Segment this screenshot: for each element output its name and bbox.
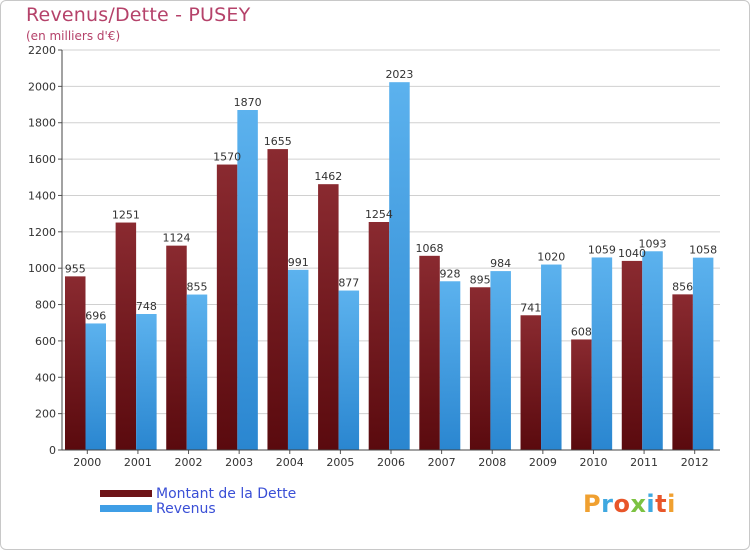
bar-revenue-2008 — [490, 271, 511, 450]
data-label-debt-2001: 1251 — [112, 209, 140, 222]
bar-revenue-2002 — [186, 294, 208, 450]
logo-letter: P — [583, 490, 602, 518]
y-tick-label-2000: 2000 — [28, 80, 56, 93]
chart-subtitle: (en milliers d'€) — [26, 29, 121, 43]
y-tick-label-200: 200 — [35, 408, 56, 421]
axes: 0 200 400 600 800 1000 1200 1400 1600 1800 2000 220… — [28, 44, 720, 469]
bar-debt-2010 — [571, 339, 592, 450]
data-label-debt-2002: 1124 — [162, 232, 190, 245]
data-label-debt-2009: 741 — [520, 301, 541, 314]
legend: Montant de la Dette Revenus — [100, 486, 296, 516]
data-label-debt-2004: 1655 — [264, 135, 292, 148]
data-label-revenue-2003: 1870 — [234, 96, 262, 109]
value-labels: 955 696 1251 748 1124 855 1570 1870 1655 991 1462 8… — [65, 68, 717, 338]
logo-letter: o — [613, 490, 631, 518]
data-label-debt-2006: 1254 — [365, 208, 393, 221]
data-label-revenue-2009: 1020 — [537, 251, 565, 264]
legend-label-revenue: Revenus — [156, 500, 216, 517]
bar-revenue-2003 — [237, 110, 258, 450]
data-label-debt-2010: 608 — [571, 325, 592, 338]
x-tick-label-2006: 2006 — [377, 456, 405, 469]
logo-letter: x — [630, 490, 647, 518]
bar-revenue-2005 — [338, 290, 360, 450]
legend-item-revenue: Revenus — [100, 501, 296, 516]
bar-revenue-2001 — [136, 314, 157, 450]
y-tick-label-1600: 1600 — [28, 153, 56, 166]
y-tick-label-600: 600 — [35, 335, 56, 348]
data-label-debt-2012: 856 — [672, 280, 693, 293]
data-label-debt-2000: 955 — [65, 262, 86, 275]
bar-revenue-2007 — [439, 281, 461, 450]
x-tick-label-2005: 2005 — [326, 456, 354, 469]
data-label-revenue-2006: 2023 — [385, 68, 413, 81]
x-tick-label-2004: 2004 — [276, 456, 304, 469]
y-tick-label-0: 0 — [49, 444, 56, 457]
data-label-revenue-2004: 991 — [288, 256, 309, 269]
bar-debt-2011 — [621, 260, 643, 450]
bar-debt-2003 — [216, 164, 238, 450]
data-label-debt-2003: 1570 — [213, 151, 241, 164]
bar-revenue-2010 — [591, 257, 613, 450]
data-label-debt-2007: 1068 — [416, 242, 444, 255]
proxiti-logo: Proxiti — [583, 490, 676, 518]
bar-debt-2002 — [166, 245, 187, 450]
data-label-revenue-2012: 1058 — [689, 244, 717, 257]
bar-debt-2005 — [318, 184, 339, 450]
bar-revenue-2004 — [287, 269, 309, 450]
y-tick-label-1000: 1000 — [28, 262, 56, 275]
logo-letter: r — [601, 490, 614, 518]
data-label-revenue-2000: 696 — [85, 309, 106, 322]
logo-letter: i — [646, 490, 656, 518]
y-tick-label-2200: 2200 — [28, 44, 56, 57]
bar-debt-2001 — [115, 222, 137, 450]
x-tick-label-2011: 2011 — [630, 456, 658, 469]
bar-debt-2007 — [419, 255, 440, 450]
bar-debt-2008 — [469, 287, 491, 450]
y-tick-label-800: 800 — [35, 299, 56, 312]
bar-revenue-2000 — [85, 323, 106, 450]
data-label-revenue-2008: 984 — [490, 257, 511, 270]
data-label-revenue-2001: 748 — [136, 300, 157, 313]
legend-label-debt: Montant de la Dette — [156, 485, 297, 502]
x-tick-label-2010: 2010 — [579, 456, 607, 469]
bar-debt-2012 — [672, 294, 693, 450]
data-label-revenue-2010: 1059 — [588, 243, 616, 256]
bar-debt-2000 — [65, 276, 86, 450]
legend-swatch-debt — [100, 490, 152, 497]
x-tick-label-2012: 2012 — [681, 456, 709, 469]
x-tick-label-2008: 2008 — [478, 456, 506, 469]
data-label-debt-2008: 895 — [470, 273, 491, 286]
bar-revenue-2009 — [541, 264, 562, 450]
chart-title: Revenus/Dette - PUSEY — [26, 4, 251, 26]
data-label-revenue-2011: 1093 — [639, 237, 667, 250]
x-tick-label-2001: 2001 — [124, 456, 152, 469]
legend-item-debt: Montant de la Dette — [100, 486, 296, 501]
bars — [65, 82, 714, 450]
x-tick-label-2009: 2009 — [529, 456, 557, 469]
x-tick-label-2002: 2002 — [175, 456, 203, 469]
data-label-revenue-2007: 928 — [440, 267, 461, 280]
y-tick-label-1400: 1400 — [28, 189, 56, 202]
data-label-debt-2005: 1462 — [314, 170, 342, 183]
y-tick-label-1200: 1200 — [28, 226, 56, 239]
bar-revenue-2012 — [692, 257, 714, 450]
data-label-debt-2011: 1040 — [618, 247, 646, 260]
legend-swatch-revenue — [100, 505, 152, 512]
x-tick-label-2003: 2003 — [225, 456, 253, 469]
y-tick-label-400: 400 — [35, 371, 56, 384]
data-label-revenue-2002: 855 — [186, 281, 207, 294]
bar-debt-2004 — [267, 149, 288, 450]
bar-debt-2006 — [368, 222, 390, 450]
x-tick-label-2007: 2007 — [428, 456, 456, 469]
y-tick-label-1800: 1800 — [28, 117, 56, 130]
bar-revenue-2011 — [642, 251, 663, 450]
logo-letter: t — [655, 490, 668, 518]
logo-letter: i — [667, 490, 676, 518]
bar-revenue-2006 — [389, 82, 410, 450]
data-label-revenue-2005: 877 — [338, 277, 359, 290]
bar-debt-2009 — [520, 315, 542, 450]
x-tick-label-2000: 2000 — [73, 456, 101, 469]
